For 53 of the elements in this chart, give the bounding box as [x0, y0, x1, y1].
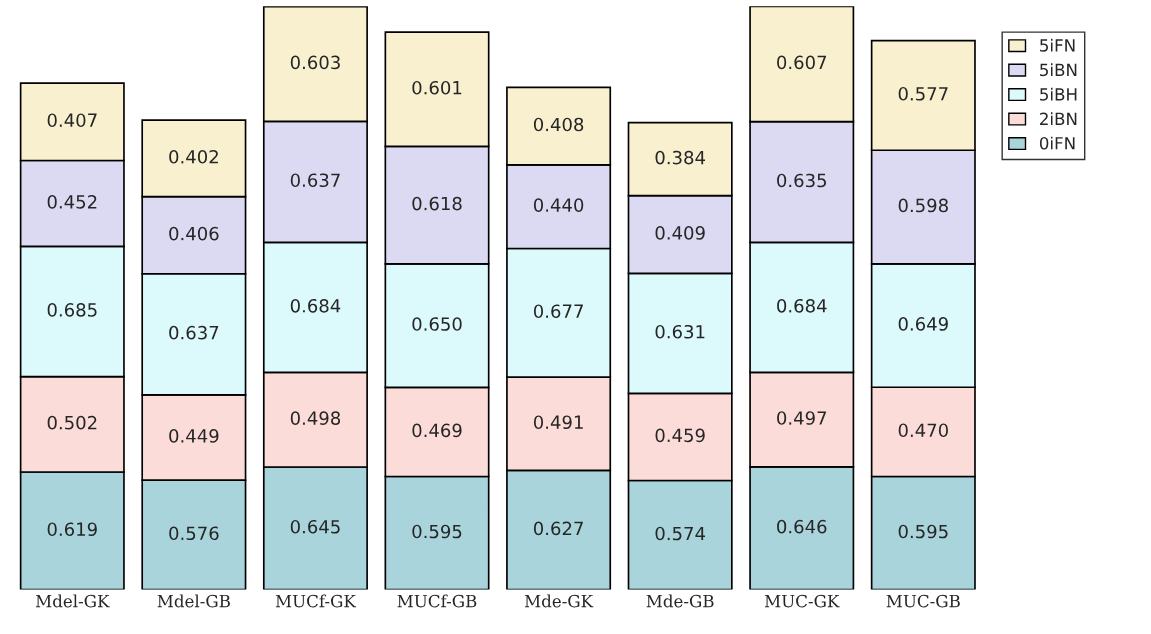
data-label: 0.384: [655, 150, 705, 165]
x-tick-label: Mde-GB: [646, 594, 714, 608]
data-label: 0.459: [655, 428, 705, 443]
data-label: 0.631: [655, 324, 705, 339]
legend-label: 2iBN: [1040, 112, 1077, 125]
x-tick-label: Mde-GK: [524, 594, 594, 608]
x-tick-label: Mdel-GK: [35, 594, 110, 608]
data-label: 0.595: [898, 524, 948, 539]
data-label: 0.635: [777, 173, 827, 188]
data-label: 0.627: [533, 521, 583, 536]
data-label: 0.677: [533, 304, 583, 319]
data-label: 0.645: [290, 519, 340, 534]
data-label: 0.470: [898, 423, 948, 438]
x-tick-label: MUC-GK: [764, 594, 840, 608]
data-label: 0.576: [169, 526, 219, 541]
data-label: 0.469: [412, 423, 462, 438]
data-label: 0.684: [290, 298, 341, 313]
data-label: 0.637: [169, 325, 219, 340]
data-label: 0.406: [169, 226, 219, 241]
legend-label: 0iFN: [1039, 136, 1075, 150]
data-label: 0.408: [533, 117, 584, 132]
data-label: 0.452: [47, 195, 97, 209]
data-label: 0.601: [412, 80, 462, 95]
data-label: 0.497: [777, 411, 827, 425]
data-label: 0.491: [533, 415, 583, 430]
data-label: 0.449: [169, 429, 219, 443]
data-label: 0.502: [47, 415, 97, 430]
data-label: 0.595: [412, 524, 462, 539]
data-label: 0.684: [777, 298, 827, 313]
data-label: 0.650: [412, 317, 462, 331]
legend-label: 5iFN: [1040, 38, 1075, 52]
data-label: 0.402: [169, 149, 218, 164]
data-label: 0.607: [777, 55, 827, 70]
data-label: 0.685: [47, 303, 97, 317]
data-label: 0.407: [47, 113, 97, 128]
data-label: 0.637: [290, 173, 340, 188]
x-tick-label: MUCf-GK: [275, 594, 357, 608]
x-tick-label: Mdel-GB: [157, 594, 230, 608]
data-label: 0.649: [898, 317, 948, 331]
data-label: 0.646: [777, 519, 827, 534]
data-label: 0.574: [655, 526, 705, 541]
data-label: 0.409: [655, 226, 705, 240]
data-label: 0.618: [412, 196, 462, 211]
data-label: 0.577: [898, 86, 948, 101]
data-label: 0.498: [290, 411, 341, 425]
x-tick-label: MUC-GB: [886, 594, 960, 608]
data-label: 0.619: [47, 522, 97, 537]
legend-label: 5iBH: [1040, 87, 1077, 101]
legend-label: 5iBN: [1040, 63, 1077, 77]
x-tick-label: MUCf-GB: [397, 594, 477, 608]
data-label: 0.440: [533, 198, 584, 212]
data-label: 0.603: [290, 55, 340, 70]
data-label: 0.598: [898, 198, 948, 213]
